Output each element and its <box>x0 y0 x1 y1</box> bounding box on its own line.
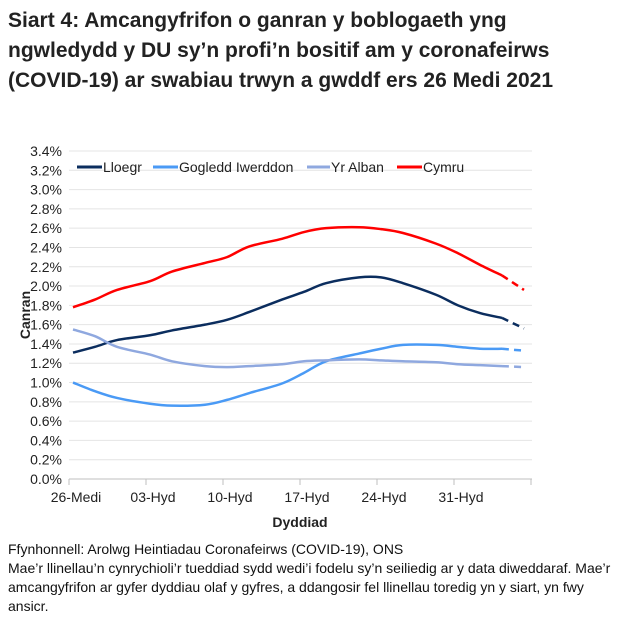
y-tick-label: 0.4% <box>30 432 62 448</box>
source-note: Ffynhonnell: Arolwg Heintiadau Coronafei… <box>8 541 404 557</box>
x-tick-label: 17-Hyd <box>284 489 329 505</box>
x-tick-label: 03-Hyd <box>130 489 175 505</box>
y-tick-label: 1.4% <box>30 336 62 352</box>
legend-label-cymru: Cymru <box>423 159 464 175</box>
y-tick-label: 3.2% <box>30 162 62 178</box>
x-tick-label: 31-Hyd <box>438 489 483 505</box>
x-tick-label: 10-Hyd <box>207 489 252 505</box>
y-tick-label: 0.6% <box>30 413 62 429</box>
series-dashed-gogledd-iwerddon <box>501 347 525 352</box>
y-tick-label: 2.8% <box>30 201 62 217</box>
y-tick-label: 2.6% <box>30 220 62 236</box>
y-tick-label: 0.0% <box>30 471 62 487</box>
y-tick-label: 3.4% <box>30 143 62 159</box>
series-line-gogledd-iwerddon <box>72 343 503 407</box>
y-tick-label: 2.0% <box>30 278 62 294</box>
series-line-yr-alban <box>72 328 503 369</box>
y-tick-label: 3.0% <box>30 182 62 198</box>
legend-label-lloegr: Lloegr <box>103 159 142 175</box>
y-tick-label: 0.2% <box>30 452 62 468</box>
y-tick-label: 2.2% <box>30 259 62 275</box>
trend-note: Mae’r llinellau’n cynrychioli’r tueddiad… <box>8 560 611 614</box>
series-dashed-cymru <box>501 274 525 291</box>
chart-title: Siart 4: Amcangyfrifon o ganran y boblog… <box>8 9 554 92</box>
y-axis-label: Canran <box>17 291 33 339</box>
series-line-cymru <box>72 225 503 309</box>
y-tick-label: 1.8% <box>30 297 62 313</box>
x-tick-label: 24-Hyd <box>361 489 406 505</box>
x-axis-label: Dyddiad <box>272 514 327 530</box>
legend-label-gogledd-iwerddon: Gogledd Iwerddon <box>179 159 293 175</box>
y-tick-label: 1.6% <box>30 317 62 333</box>
y-tick-label: 1.0% <box>30 375 62 391</box>
series-dashed-yr-alban <box>501 364 525 369</box>
chart-footer: Ffynhonnell: Arolwg Heintiadau Coronafei… <box>8 540 613 616</box>
y-tick-label: 1.2% <box>30 355 62 371</box>
series-line-lloegr <box>72 275 503 354</box>
series-dashed-lloegr <box>501 316 525 330</box>
y-tick-label: 0.8% <box>30 394 62 410</box>
legend-label-yr-alban: Yr Alban <box>331 159 384 175</box>
y-tick-label: 2.4% <box>30 239 62 255</box>
x-tick-label: 26-Medi <box>51 489 102 505</box>
